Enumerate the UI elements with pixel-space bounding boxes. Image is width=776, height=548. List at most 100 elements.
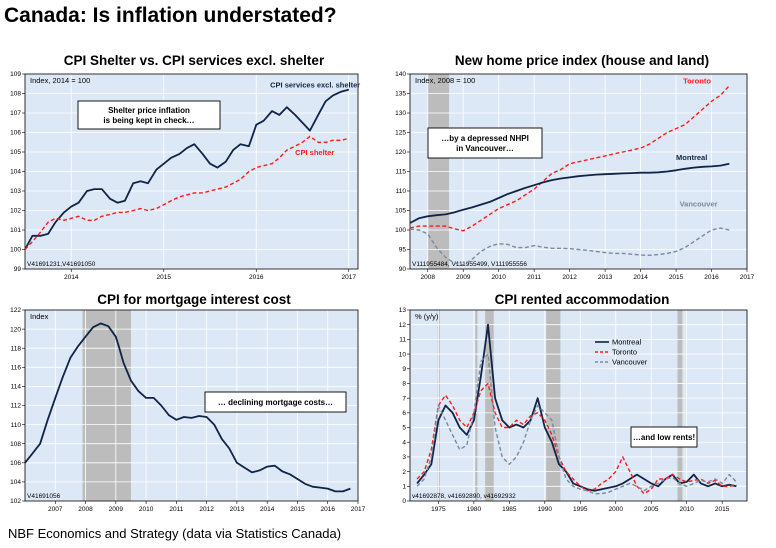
c3-ytick-label-2: 2 — [402, 469, 406, 476]
c0-annotation-text-0: Shelter price inflation — [108, 106, 190, 115]
c3-ytick-label-3: 3 — [402, 454, 406, 461]
c3-ytick-label-8: 8 — [402, 381, 406, 388]
c0-series-cpi-shelter — [24, 135, 349, 250]
c3-xtick-label-7: 2010 — [679, 506, 694, 513]
c0-xtick-label-2: 2016 — [249, 274, 264, 281]
c2-xtick-label-4: 2011 — [169, 506, 183, 513]
c3-source-codes: v41692878, v41692890, v41692932 — [412, 493, 516, 500]
c2-xtick-label-9: 2016 — [320, 506, 335, 513]
c0-annotation-text-1: is being kept in check… — [103, 116, 194, 125]
c0-ytick-label-1: 100 — [10, 247, 21, 254]
c1-annotation-box — [427, 127, 543, 159]
c0-ytick-label-2: 101 — [10, 227, 21, 234]
c1-annotation-text-1: in Vancouver… — [456, 144, 514, 153]
c0-series-cpi-services-excl-shelter — [24, 88, 350, 250]
c1-xtick-label-3: 2011 — [527, 274, 541, 281]
c1-source-codes: V111955484, V111955499, V111955556 — [412, 261, 527, 268]
c0-plot-border — [24, 73, 359, 270]
c0-source-codes: V41691231,V41691050 — [27, 261, 96, 268]
c2-ytick-label-3: 108 — [10, 441, 21, 448]
c1-xtick-label-6: 2014 — [633, 274, 648, 281]
c0-ytick-label-3: 102 — [10, 208, 21, 215]
c1-ytick-label-1: 95 — [399, 247, 407, 254]
c0-ytick-label-9: 108 — [10, 91, 21, 98]
c2-xtick-label-6: 2013 — [230, 506, 245, 513]
c3-xtick-label-6: 2005 — [644, 506, 659, 513]
c3-recession-shade-2 — [485, 310, 494, 501]
c2-xtick-label-3: 2010 — [139, 506, 154, 513]
c0-ytick-label-4: 103 — [10, 188, 21, 195]
c3-ytick-label-5: 5 — [402, 425, 406, 432]
c1-xtick-label-4: 2012 — [562, 274, 577, 281]
c3-series-toronto — [416, 382, 737, 495]
c1-series-label-vancouver: Vancouver — [680, 200, 718, 209]
c0-ytick-label-8: 107 — [10, 110, 21, 117]
c2-xtick-label-5: 2012 — [199, 506, 214, 513]
c3-ytick-label-7: 7 — [402, 395, 406, 402]
c3-ytick-label-4: 4 — [402, 439, 406, 446]
c2-xtick-label-2: 2009 — [109, 506, 124, 513]
c1-plot-border — [409, 73, 748, 270]
c1-annotation-text-0: …by a depressed NHPI — [441, 134, 529, 143]
c0-unit-label: Index, 2014 = 100 — [30, 76, 90, 85]
c3-ytick-label-9: 9 — [402, 366, 406, 373]
c2-ytick-label-6: 114 — [11, 384, 22, 391]
c1-xtick-label-1: 2009 — [456, 274, 471, 281]
c1-xtick-label-0: 2008 — [421, 274, 436, 281]
c3-xtick-label-1: 1980 — [467, 506, 482, 513]
c2-xtick-label-7: 2014 — [260, 506, 275, 513]
c0-ytick-label-0: 99 — [14, 266, 22, 273]
c3-ytick-label-11: 11 — [399, 337, 406, 344]
panel-title-rent: CPI rented accommodation — [494, 292, 670, 307]
c2-xtick-label-10: 2017 — [351, 506, 366, 513]
c1-xtick-label-8: 2016 — [704, 274, 719, 281]
c2-ytick-label-5: 112 — [11, 403, 22, 410]
c2-annotation-box — [204, 391, 347, 413]
c3-ytick-label-12: 12 — [399, 322, 407, 329]
c3-ytick-label-6: 6 — [402, 410, 406, 417]
c2-xtick-label-8: 2015 — [290, 506, 305, 513]
c3-annotation-text-0: …and low rents! — [633, 433, 695, 442]
c0-series-label-cpi-shelter: CPI shelter — [295, 148, 334, 157]
c3-recession-shade-4 — [677, 310, 683, 501]
c0-series-label-cpi-services-excl-shelter: CPI services excl. shelter — [270, 81, 360, 90]
panel-title-shelter: CPI Shelter vs. CPI services excl. shelt… — [63, 53, 325, 68]
page-title: Canada: Is inflation understated? — [4, 4, 337, 27]
c2-annotation-text-0: … declining mortgage costs… — [218, 398, 333, 407]
c0-xtick-label-0: 2014 — [64, 274, 79, 281]
c1-ytick-label-6: 120 — [395, 149, 406, 156]
c2-plot-border — [24, 309, 359, 502]
c1-ytick-label-2: 100 — [395, 227, 406, 234]
c2-ytick-label-0: 102 — [10, 498, 21, 505]
c3-ytick-label-13: 13 — [399, 307, 407, 314]
panel-title-nhpi: New home price index (house and land) — [454, 53, 710, 68]
c1-xtick-label-5: 2013 — [598, 274, 613, 281]
c1-ytick-label-3: 105 — [395, 208, 406, 215]
c2-ytick-label-4: 110 — [11, 422, 22, 429]
c3-series-vancouver — [416, 353, 737, 495]
c3-plot-border — [409, 309, 748, 502]
c1-series-label-montreal: Montreal — [676, 153, 707, 162]
c3-xtick-label-0: 1975 — [431, 506, 446, 513]
c1-series-montreal — [409, 162, 730, 224]
c2-unit-label: Index — [30, 312, 49, 321]
c1-series-label-toronto: Toronto — [683, 76, 711, 85]
c1-ytick-label-5: 115 — [396, 169, 407, 176]
source-footer: NBF Economics and Strategy (data via Sta… — [8, 526, 342, 541]
c2-series-mortgage-interest-cost — [24, 322, 351, 493]
c0-ytick-label-10: 109 — [10, 71, 21, 78]
c2-xtick-label-1: 2008 — [78, 506, 93, 513]
c2-ytick-label-1: 104 — [10, 479, 21, 486]
c3-xtick-label-4: 1995 — [573, 506, 588, 513]
c1-series-toronto — [409, 85, 730, 232]
c0-ytick-label-5: 104 — [10, 169, 21, 176]
c1-xtick-label-9: 2017 — [740, 274, 755, 281]
c1-ytick-label-7: 125 — [395, 130, 406, 137]
c1-series-vancouver — [409, 227, 730, 266]
c3-recession-shade-3 — [546, 310, 561, 501]
c1-ytick-label-4: 110 — [396, 188, 407, 195]
c2-ytick-label-7: 116 — [11, 365, 22, 372]
